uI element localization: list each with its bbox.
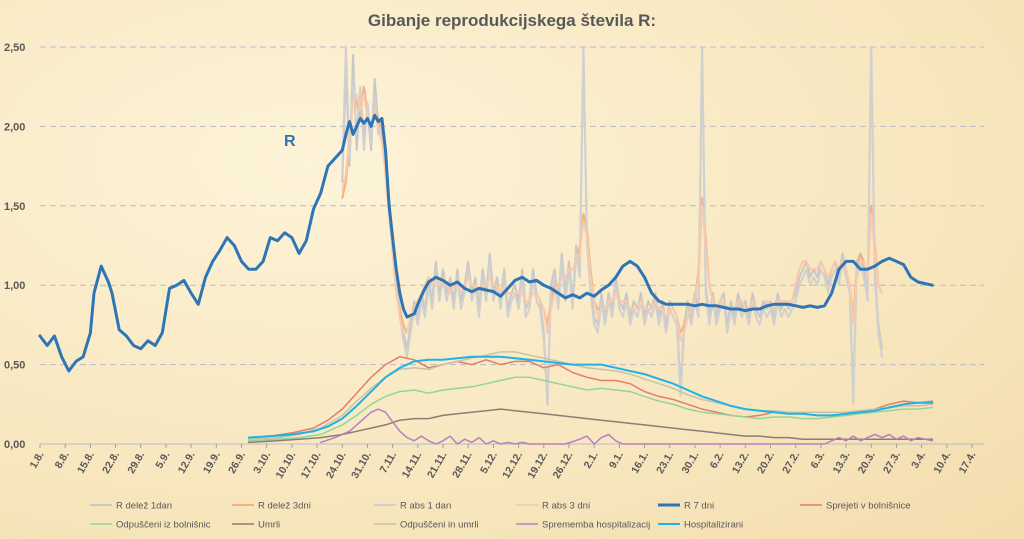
legend-label: Odpuščeni in umrli <box>400 520 479 531</box>
y-tick-label: 2,50 <box>4 42 25 54</box>
x-tick-label: 5.9. <box>153 449 172 470</box>
series-line-r-dele-1dan <box>341 46 883 406</box>
legend-label: Sprememba hospitalizacij <box>542 520 650 531</box>
x-tick-label: 3.10. <box>251 449 273 475</box>
x-tick-label: 17.10. <box>299 449 324 480</box>
legend-item: R abs 3 dni <box>516 501 590 512</box>
legend-label: R abs 1 dan <box>400 501 451 512</box>
legend-label: Odpuščeni iz bolnišnic <box>116 520 211 531</box>
x-tick-label: 29.8. <box>125 449 147 475</box>
legend-item: Umrli <box>232 520 280 531</box>
x-tick-label: 13.2. <box>730 449 752 475</box>
x-tick-label: 17.4. <box>957 449 979 475</box>
legend-item: Sprejeti v bolnišnice <box>800 501 911 512</box>
legend-label: R delež 3dni <box>258 501 311 512</box>
legend-item: Sprememba hospitalizacij <box>516 520 650 531</box>
series-line-hospitalizirani <box>247 355 934 439</box>
x-tick-label: 16.1. <box>629 449 651 475</box>
legend-item: Odpuščeni in umrli <box>374 520 479 531</box>
x-tick-label: 21.11. <box>425 449 450 480</box>
series-line-umrli <box>247 408 934 444</box>
series-line-r-dele-3dni <box>341 85 883 334</box>
series-line-odpu-eni-iz-bolni-nic <box>247 376 934 442</box>
series-line-r-7-dni <box>38 113 934 373</box>
x-tick-label: 13.3. <box>831 449 853 475</box>
legend-item: R delež 1dan <box>90 501 172 512</box>
x-tick-label: 6.2. <box>708 449 727 470</box>
x-tick-label: 27.2. <box>780 449 802 475</box>
legend-label: R delež 1dan <box>116 501 172 512</box>
legend-label: R 7 dni <box>684 501 714 512</box>
chart-title: Gibanje reprodukcijskega števila R: <box>368 11 656 30</box>
x-tick-label: 2.1. <box>582 449 601 470</box>
x-tick-label: 9.1. <box>607 449 626 470</box>
x-tick-label: 12.12. <box>500 449 525 480</box>
x-tick-label: 6.3. <box>808 449 827 470</box>
x-tick-label: 20.2. <box>755 449 777 475</box>
legend-label: R abs 3 dni <box>542 501 590 512</box>
series-line-r-abs-3-dni <box>341 93 883 342</box>
x-tick-label: 19.12. <box>525 449 550 480</box>
series-line-r-abs-1-dan <box>341 46 883 406</box>
legend-item: Hospitalizirani <box>658 520 743 531</box>
x-tick-label: 26.9. <box>226 449 248 475</box>
x-tick-label: 26.12. <box>551 449 576 480</box>
x-tick-label: 27.3. <box>881 449 903 475</box>
y-tick-label: 0,00 <box>4 439 25 451</box>
x-tick-label: 8.8. <box>53 449 72 470</box>
x-tick-label: 14.11. <box>400 449 425 480</box>
x-tick-label: 7.11. <box>377 449 399 475</box>
x-tick-label: 30.1. <box>679 449 701 475</box>
x-tick-label: 19.9. <box>201 449 223 475</box>
legend-item: R 7 dni <box>658 501 714 512</box>
x-tick-label: 3.4. <box>909 449 928 470</box>
chart-annotation-r: R <box>284 133 296 150</box>
legend-label: Umrli <box>258 520 280 531</box>
x-tick-label: 23.1. <box>654 449 676 475</box>
y-tick-label: 1,50 <box>4 201 25 213</box>
x-tick-label: 24.10. <box>324 449 349 480</box>
y-tick-label: 2,00 <box>4 121 25 133</box>
x-tick-label: 15.8. <box>75 449 97 475</box>
x-tick-label: 12.9. <box>176 449 198 475</box>
x-tick-label: 28.11. <box>450 449 475 480</box>
y-tick-label: 1,00 <box>4 280 25 292</box>
x-tick-label: 20.3. <box>856 449 878 475</box>
legend-item: Odpuščeni iz bolnišnic <box>90 520 211 531</box>
y-tick-label: 0,50 <box>4 360 25 372</box>
x-tick-label: 22.8. <box>100 449 122 475</box>
x-tick-label: 31.10. <box>349 449 374 480</box>
legend-label: Sprejeti v bolnišnice <box>826 501 911 512</box>
legend-item: R delež 3dni <box>232 501 311 512</box>
x-tick-label: 5.12. <box>478 449 500 475</box>
legend-label: Hospitalizirani <box>684 520 743 531</box>
series-line-sprememba-hospitalizacij <box>319 408 934 445</box>
legend-item: R abs 1 dan <box>374 501 451 512</box>
x-tick-label: 1.8. <box>27 449 46 470</box>
x-tick-label: 10.10. <box>273 449 298 480</box>
x-tick-label: 10.4. <box>931 449 953 475</box>
